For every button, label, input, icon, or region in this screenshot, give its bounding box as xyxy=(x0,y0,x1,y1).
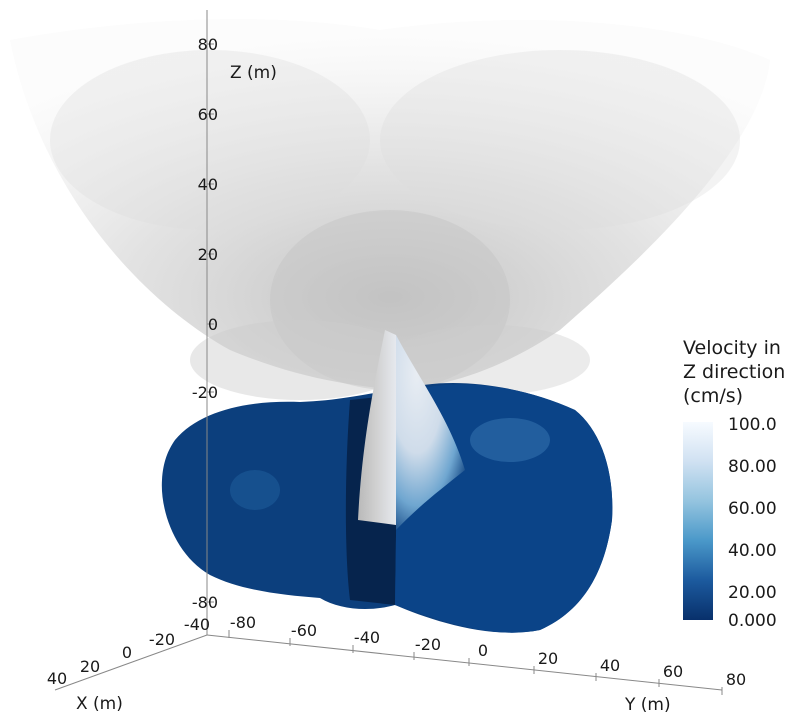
x-axis-title: X (m) xyxy=(76,694,123,714)
z-tick-label: 20 xyxy=(198,245,218,264)
z-tick-label: -20 xyxy=(192,383,218,402)
y-tick-label: -40 xyxy=(354,628,380,647)
z-axis-title: Z (m) xyxy=(230,63,277,83)
colorbar-legend: Velocity in Z direction (cm/s) 100.0 80.0… xyxy=(683,337,785,631)
colorbar-tick-label: 80.00 xyxy=(728,457,777,477)
y-axis: -80 -60 -40 -20 0 20 40 60 80 Y (m) xyxy=(206,613,746,715)
y-tick-label: -20 xyxy=(415,635,441,654)
x-tick-label: 20 xyxy=(80,657,100,676)
x-axis-line xyxy=(54,634,208,691)
ejecta-plume xyxy=(10,19,770,400)
colorbar-title-line-1: Velocity in xyxy=(683,337,781,359)
z-tick-label: 60 xyxy=(198,105,218,124)
x-tick-label: 0 xyxy=(122,643,132,662)
x-tick-label: 40 xyxy=(47,669,67,688)
y-axis-title: Y (m) xyxy=(624,695,671,715)
y-tick-label: -80 xyxy=(230,613,256,632)
z-tick-label: -80 xyxy=(192,593,218,612)
x-tick-label: -40 xyxy=(184,615,210,634)
y-tick-label: -60 xyxy=(291,621,317,640)
x-tick-label: -20 xyxy=(149,630,175,649)
colorbar-title-line-3: (cm/s) xyxy=(683,385,743,407)
colorbar-tick-label: 40.00 xyxy=(728,541,777,561)
crater-cone xyxy=(358,330,465,530)
y-tick-label: 20 xyxy=(538,649,558,668)
colorbar-tick-label: 20.00 xyxy=(728,583,777,603)
y-tick-label: 40 xyxy=(600,656,620,675)
colorbar-tick-label: 60.00 xyxy=(728,499,777,519)
y-tick-label: 0 xyxy=(478,641,488,660)
y-axis-line xyxy=(206,634,723,691)
colorbar-tick-label: 100.0 xyxy=(728,415,777,435)
y-tick-label: 60 xyxy=(663,662,683,681)
z-tick-label: 40 xyxy=(198,175,218,194)
y-tick-label: 80 xyxy=(726,670,746,689)
colorbar-title-line-2: Z direction xyxy=(683,361,785,383)
z-tick-label: 0 xyxy=(208,315,218,334)
x-axis: 40 20 0 -20 -40 X (m) xyxy=(47,615,210,714)
z-axis: 80 60 40 20 0 -20 -80 Z (m) xyxy=(192,10,277,635)
colorbar-ramp xyxy=(683,422,713,620)
colorbar-tick-label: 0.000 xyxy=(728,611,777,631)
z-tick-label: 80 xyxy=(198,35,218,54)
